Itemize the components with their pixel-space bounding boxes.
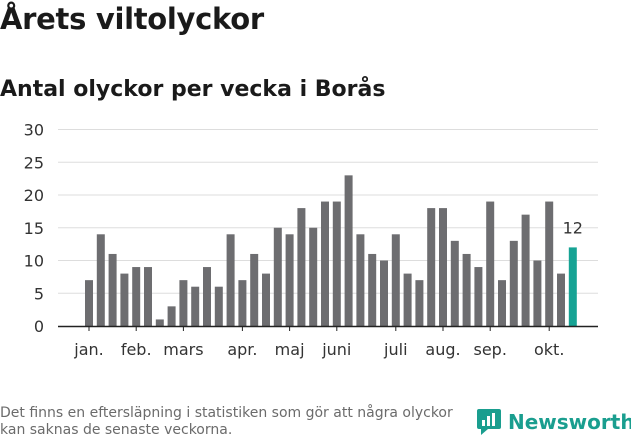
chart-subtitle: Antal olyckor per vecka i Borås — [0, 77, 386, 102]
x-tick-label: okt. — [534, 340, 564, 359]
bar-highlight — [568, 247, 577, 326]
bar — [203, 267, 211, 326]
bar — [309, 227, 318, 326]
x-tick-label: mars — [163, 340, 203, 359]
bar — [391, 234, 400, 326]
bar — [96, 234, 105, 326]
bar — [250, 253, 259, 326]
bar — [439, 208, 447, 326]
y-tick-label: 20 — [24, 186, 44, 205]
x-axis-tick-labels: jan. feb. mars apr. maj juni juli aug. sep. okt. — [73, 326, 564, 359]
bar — [557, 273, 565, 326]
bars — [85, 175, 577, 326]
bar — [332, 201, 341, 326]
y-tick-label: 0 — [34, 317, 44, 336]
bar — [144, 267, 152, 326]
y-axis-tick-labels: 0 5 10 15 20 25 30 — [24, 121, 44, 337]
x-tick-label: sep. — [473, 340, 506, 359]
bar — [368, 253, 377, 326]
x-tick-label: apr. — [227, 340, 257, 359]
brand-name: Newsworthy — [508, 410, 631, 434]
bar — [380, 260, 388, 326]
y-tick-label: 30 — [24, 121, 44, 140]
bar — [262, 273, 270, 326]
x-tick-label: aug. — [425, 340, 460, 359]
bar — [226, 234, 235, 326]
bar — [179, 280, 188, 326]
bar — [238, 280, 247, 326]
bar — [521, 214, 530, 326]
data-labels: 12 — [563, 218, 583, 237]
bar — [214, 286, 223, 326]
chart-title: Årets viltolyckor — [0, 2, 264, 36]
bar — [108, 253, 117, 326]
bar — [321, 201, 329, 326]
bar — [498, 280, 506, 326]
bar — [120, 273, 129, 326]
bar — [533, 260, 542, 326]
bar — [297, 208, 306, 326]
x-tick-label: juni — [321, 340, 351, 359]
y-tick-label: 5 — [34, 284, 44, 303]
bar — [85, 280, 93, 326]
y-tick-label: 15 — [24, 219, 44, 238]
bar — [356, 234, 365, 326]
bar — [450, 240, 459, 326]
x-tick-label: maj — [275, 340, 305, 359]
x-tick-label: jan. — [73, 340, 103, 359]
bar — [285, 234, 294, 326]
bar — [344, 175, 353, 326]
y-tick-label: 25 — [24, 153, 44, 172]
bar — [509, 240, 518, 326]
bar — [474, 267, 483, 326]
brand-logo[interactable]: Newsworthy — [476, 408, 631, 436]
bar — [167, 306, 176, 326]
bar — [403, 273, 412, 326]
x-tick-label: feb. — [121, 340, 152, 359]
footnote: Det finns en eftersläpning i statistiken… — [0, 405, 453, 438]
bar — [415, 280, 424, 326]
x-tick-label: juli — [383, 340, 407, 359]
bar — [545, 201, 554, 326]
bar — [273, 227, 282, 326]
bar — [155, 319, 164, 326]
bar — [486, 201, 495, 326]
bar — [191, 286, 200, 326]
bar — [427, 208, 436, 326]
y-tick-label: 10 — [24, 252, 44, 271]
bar — [462, 253, 471, 326]
data-label-latest: 12 — [563, 218, 583, 237]
bar-chart: 0 5 10 15 20 25 30 jan. feb. mars apr. maj juni juli… — [24, 121, 598, 359]
newsworthy-logo-icon — [477, 409, 501, 435]
bar — [132, 267, 141, 326]
